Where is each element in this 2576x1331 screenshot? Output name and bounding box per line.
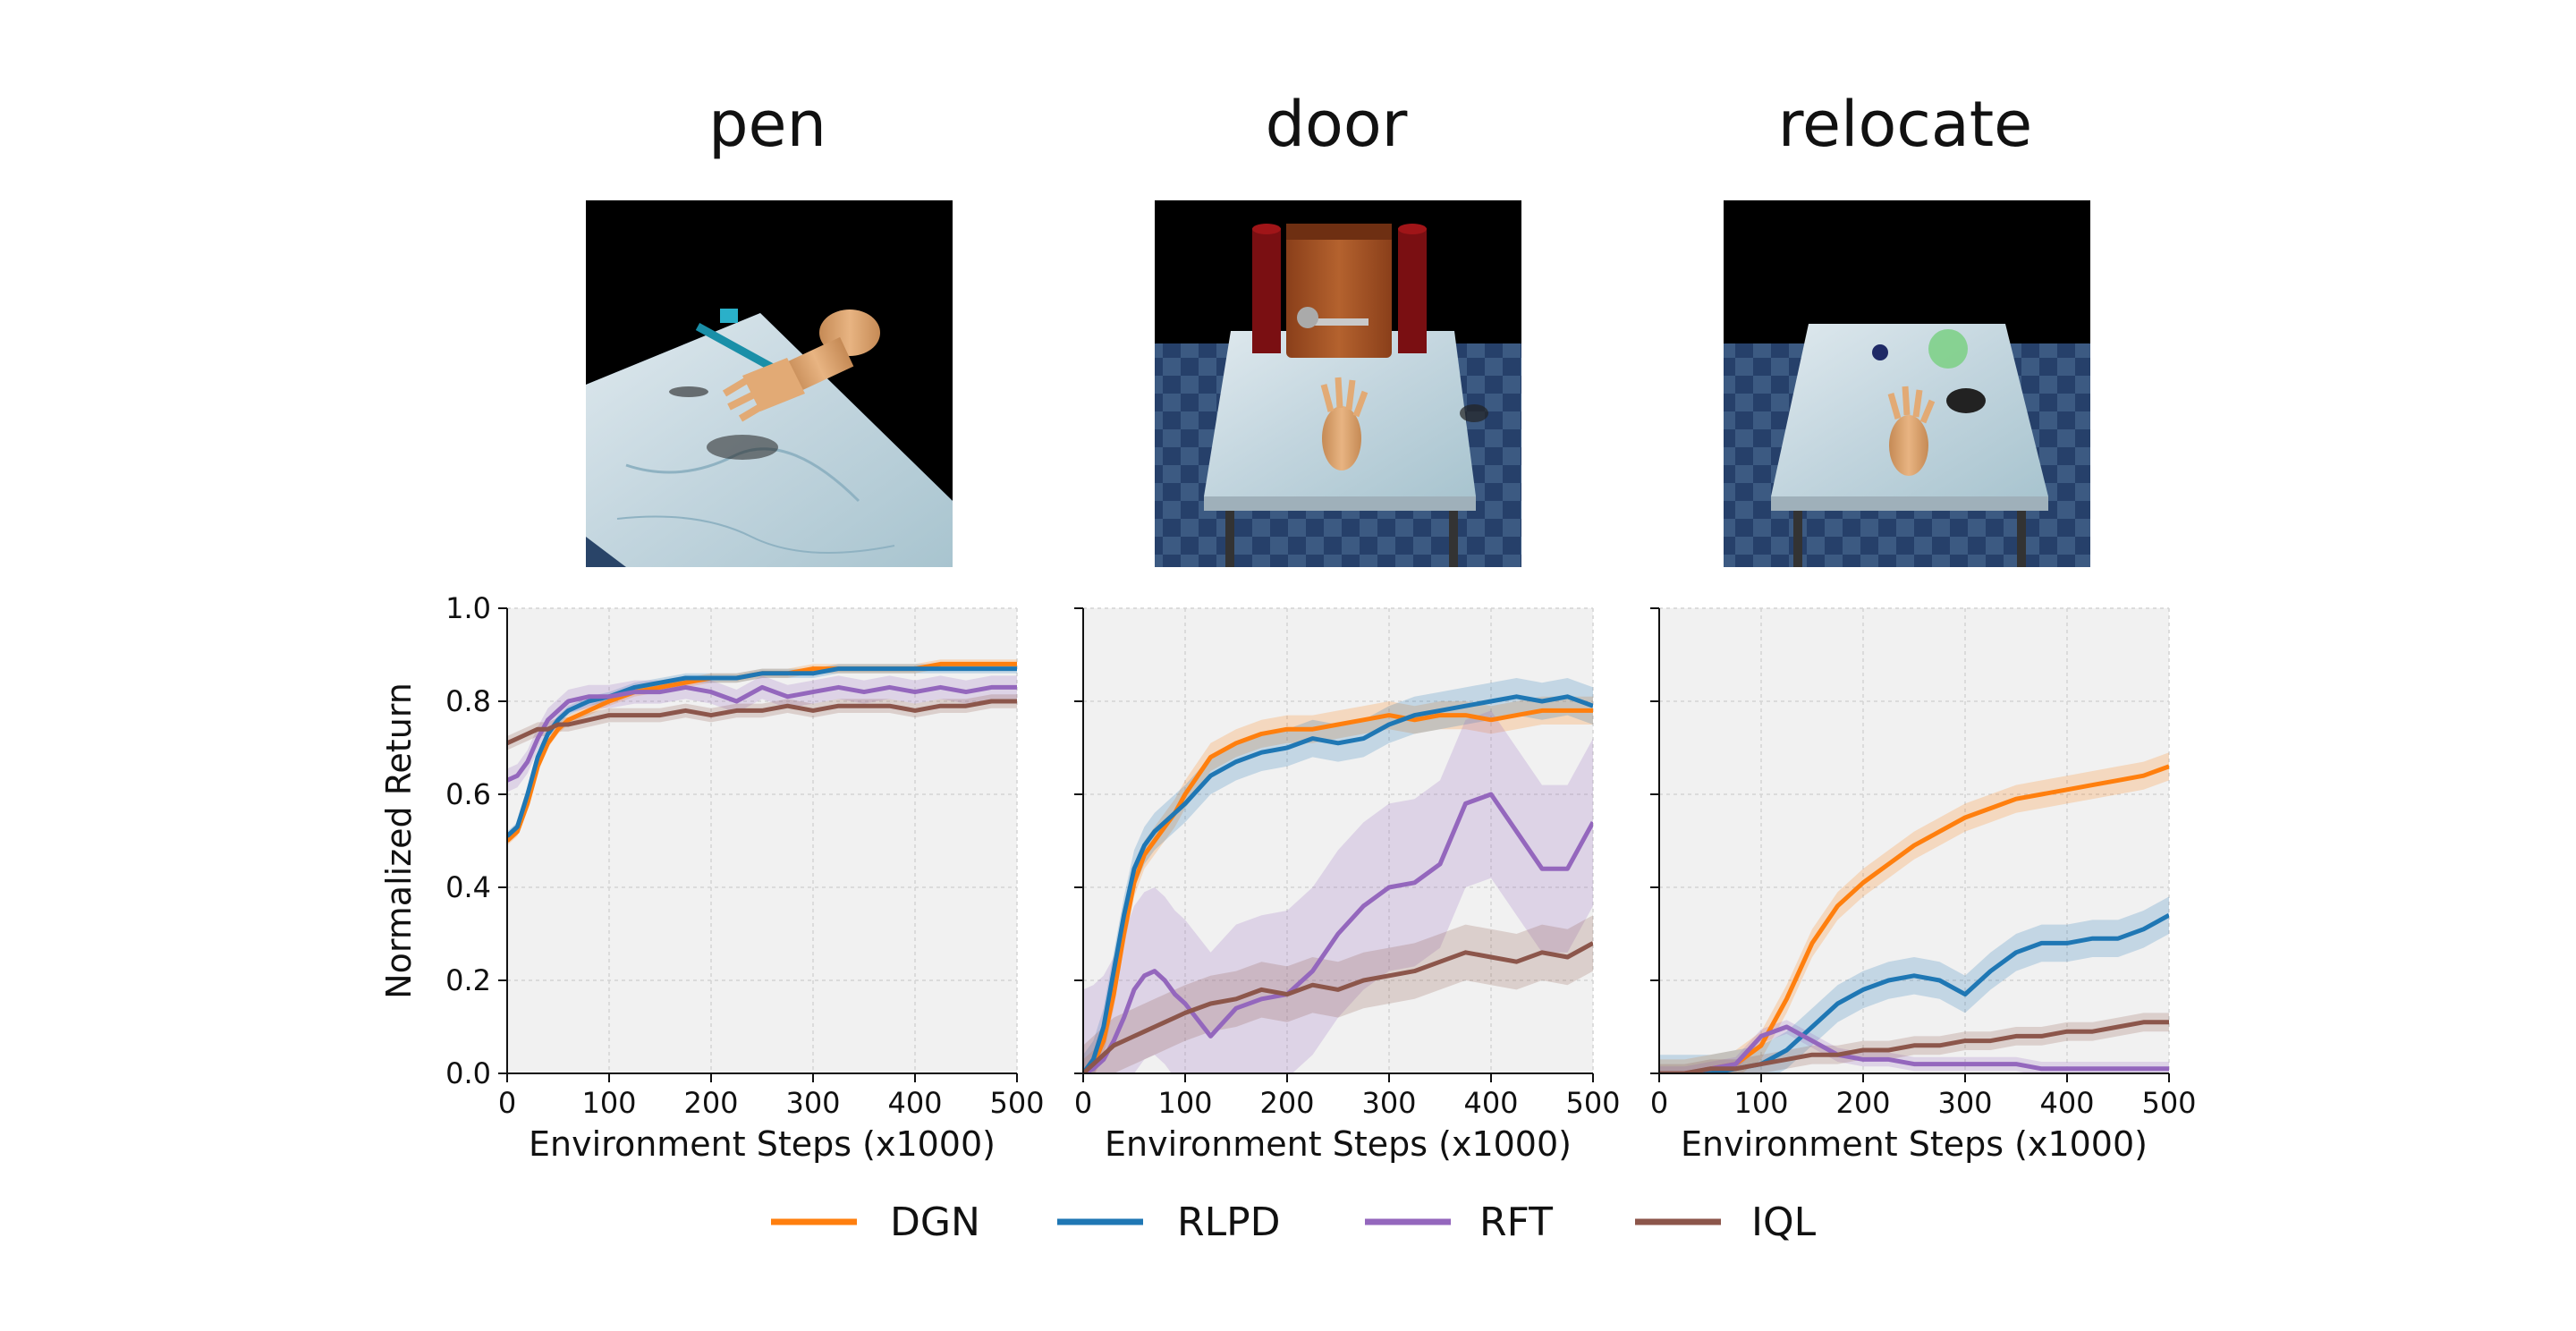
- plot-area: [1083, 678, 1593, 1073]
- y-tick-label: 0.4: [445, 870, 491, 904]
- x-tick-label: 0: [1074, 1086, 1092, 1120]
- x-tick-label: 0: [498, 1086, 516, 1120]
- x-tick-label: 0: [1650, 1086, 1668, 1120]
- x-tick-label: 200: [683, 1086, 738, 1120]
- chart-door: 0 100 200 300 400 500 Environment Steps (x1000…: [1074, 607, 1621, 1164]
- x-tick-label: 500: [2141, 1086, 2196, 1120]
- band-rlpd: [1659, 896, 2169, 1073]
- x-tick-label: 200: [1259, 1086, 1314, 1120]
- x-axis-label: Environment Steps (x1000): [1681, 1124, 2148, 1164]
- scene-title-pen: pen: [708, 88, 826, 161]
- x-tick-label: 500: [989, 1086, 1044, 1120]
- door-scene-image: [1155, 200, 1521, 567]
- line-rlpd: [507, 666, 1017, 838]
- legend-label-iql: IQL: [1751, 1200, 1817, 1245]
- plot-area: [1659, 752, 2169, 1073]
- chart-pen: 0 100 200 300 400 500 0.0 0.2 0.4 0.6 0.8 1.0 Enviro…: [379, 591, 1045, 1164]
- x-tick-label: 300: [1361, 1086, 1416, 1120]
- x-tick-label: 100: [1157, 1086, 1212, 1120]
- x-axis-label: Environment Steps (x1000): [1105, 1124, 1572, 1164]
- line-iql: [1659, 1020, 2169, 1073]
- band-dgn: [1659, 752, 2169, 1073]
- y-tick-label: 0.0: [445, 1056, 491, 1090]
- x-axis-label: Environment Steps (x1000): [529, 1124, 996, 1164]
- legend: DGN RLPD RFT IQL: [771, 1200, 1817, 1245]
- scene-title-relocate: relocate: [1778, 88, 2032, 161]
- x-tick-label: 100: [1733, 1086, 1788, 1120]
- line-dgn: [1083, 708, 1593, 1073]
- line-iql: [507, 699, 1017, 746]
- x-tick-label: 300: [1937, 1086, 1992, 1120]
- relocate-scene-image: [1724, 200, 2090, 567]
- x-tick-label: 200: [1835, 1086, 1890, 1120]
- x-tick-label: 400: [2039, 1086, 2094, 1120]
- plot-background: [1083, 608, 1593, 1073]
- x-tick-label: 500: [1565, 1086, 1620, 1120]
- scene-title-door: door: [1266, 88, 1408, 161]
- plot-background: [1659, 608, 2169, 1073]
- y-axis-label: Normalized Return: [379, 682, 419, 999]
- y-tick-label: 1.0: [445, 591, 491, 625]
- band-rft: [507, 675, 1017, 793]
- plot-area: [507, 659, 1017, 846]
- band-iql: [507, 694, 1017, 750]
- y-tick-label: 0.6: [445, 777, 491, 811]
- pen-scene-image: [586, 200, 953, 567]
- y-tick-label: 0.2: [445, 963, 491, 997]
- x-tick-label: 400: [1463, 1086, 1518, 1120]
- line-iql: [1083, 941, 1593, 1073]
- legend-label-rlpd: RLPD: [1177, 1200, 1281, 1245]
- line-rft: [507, 684, 1017, 783]
- y-tick-label: 0.8: [445, 684, 491, 718]
- x-tick-label: 300: [785, 1086, 840, 1120]
- x-tick-label: 100: [581, 1086, 636, 1120]
- line-rlpd: [1083, 694, 1593, 1073]
- chart-relocate: 0 100 200 300 400 500 Environment Steps (x1000…: [1650, 607, 2197, 1164]
- line-rft: [1083, 792, 1593, 1073]
- x-tick-label: 400: [887, 1086, 942, 1120]
- legend-label-rft: RFT: [1479, 1200, 1553, 1245]
- band-rft: [1659, 1020, 2169, 1073]
- line-rft: [1659, 1024, 2169, 1073]
- legend-label-dgn: DGN: [890, 1200, 980, 1245]
